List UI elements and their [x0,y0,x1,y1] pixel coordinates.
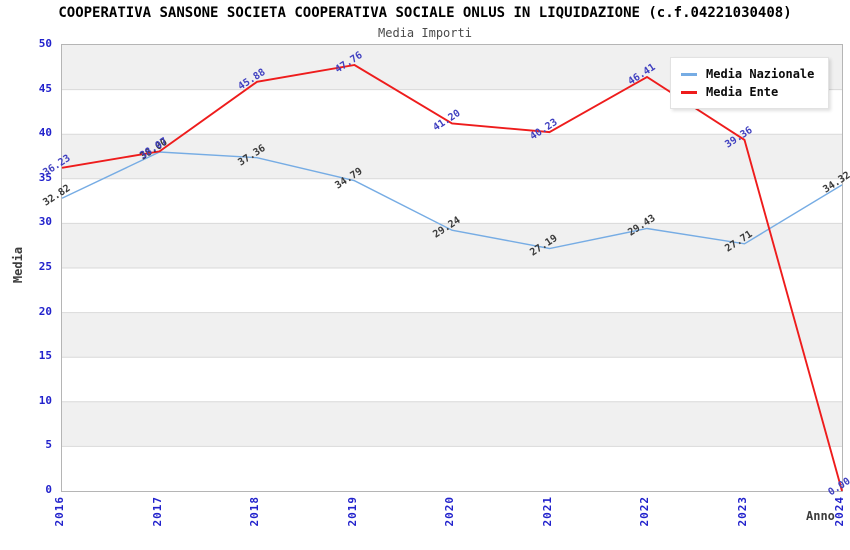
ytick-45: 45 [38,81,52,95]
ytick-40: 40 [38,126,52,140]
xtick-2020: 2020 [443,496,456,527]
xtick-2023: 2023 [735,496,749,527]
plot-canvas [61,64,843,492]
legend-line-swatch-ente-icon [681,90,697,94]
ytick-5: 5 [45,438,52,452]
xtick-2016: 2016 [53,496,66,527]
ytick-30: 30 [38,215,52,229]
legend-item-media-ente[interactable]: Media Ente [681,83,814,101]
x-axis-title: Anno [806,509,835,523]
legend-line-swatch-nazionale-icon [681,72,697,76]
series-line-media-nazionale [61,151,843,250]
ytick-50: 50 [38,37,52,50]
ytick-0: 0 [45,483,52,496]
ytick-25: 25 [38,260,52,273]
xtick-2021: 2021 [540,496,554,527]
ytick-15: 15 [38,349,52,363]
series-line-media-ente [61,64,843,492]
legend-label-media-nazionale: Media Nazionale [706,67,815,81]
plot-area [61,44,843,492]
chart-title: COOPERATIVA SANSONE SOCIETA COOPERATIVA … [58,5,792,21]
xtick-2019: 2019 [345,496,359,527]
ytick-20: 20 [38,304,52,318]
legend: Media Nazionale Media Ente [670,57,830,109]
chart-subtitle: Media Importi [378,26,472,40]
xtick-2022: 2022 [638,496,651,527]
ytick-35: 35 [38,170,52,184]
legend-label-media-ente: Media Ente [706,85,779,99]
xtick-2018: 2018 [248,496,261,527]
legend-item-media-nazionale[interactable]: Media Nazionale [681,65,814,83]
ytick-10: 10 [38,393,52,407]
xtick-2024: 2024 [833,496,846,527]
xtick-2017: 2017 [150,496,164,527]
